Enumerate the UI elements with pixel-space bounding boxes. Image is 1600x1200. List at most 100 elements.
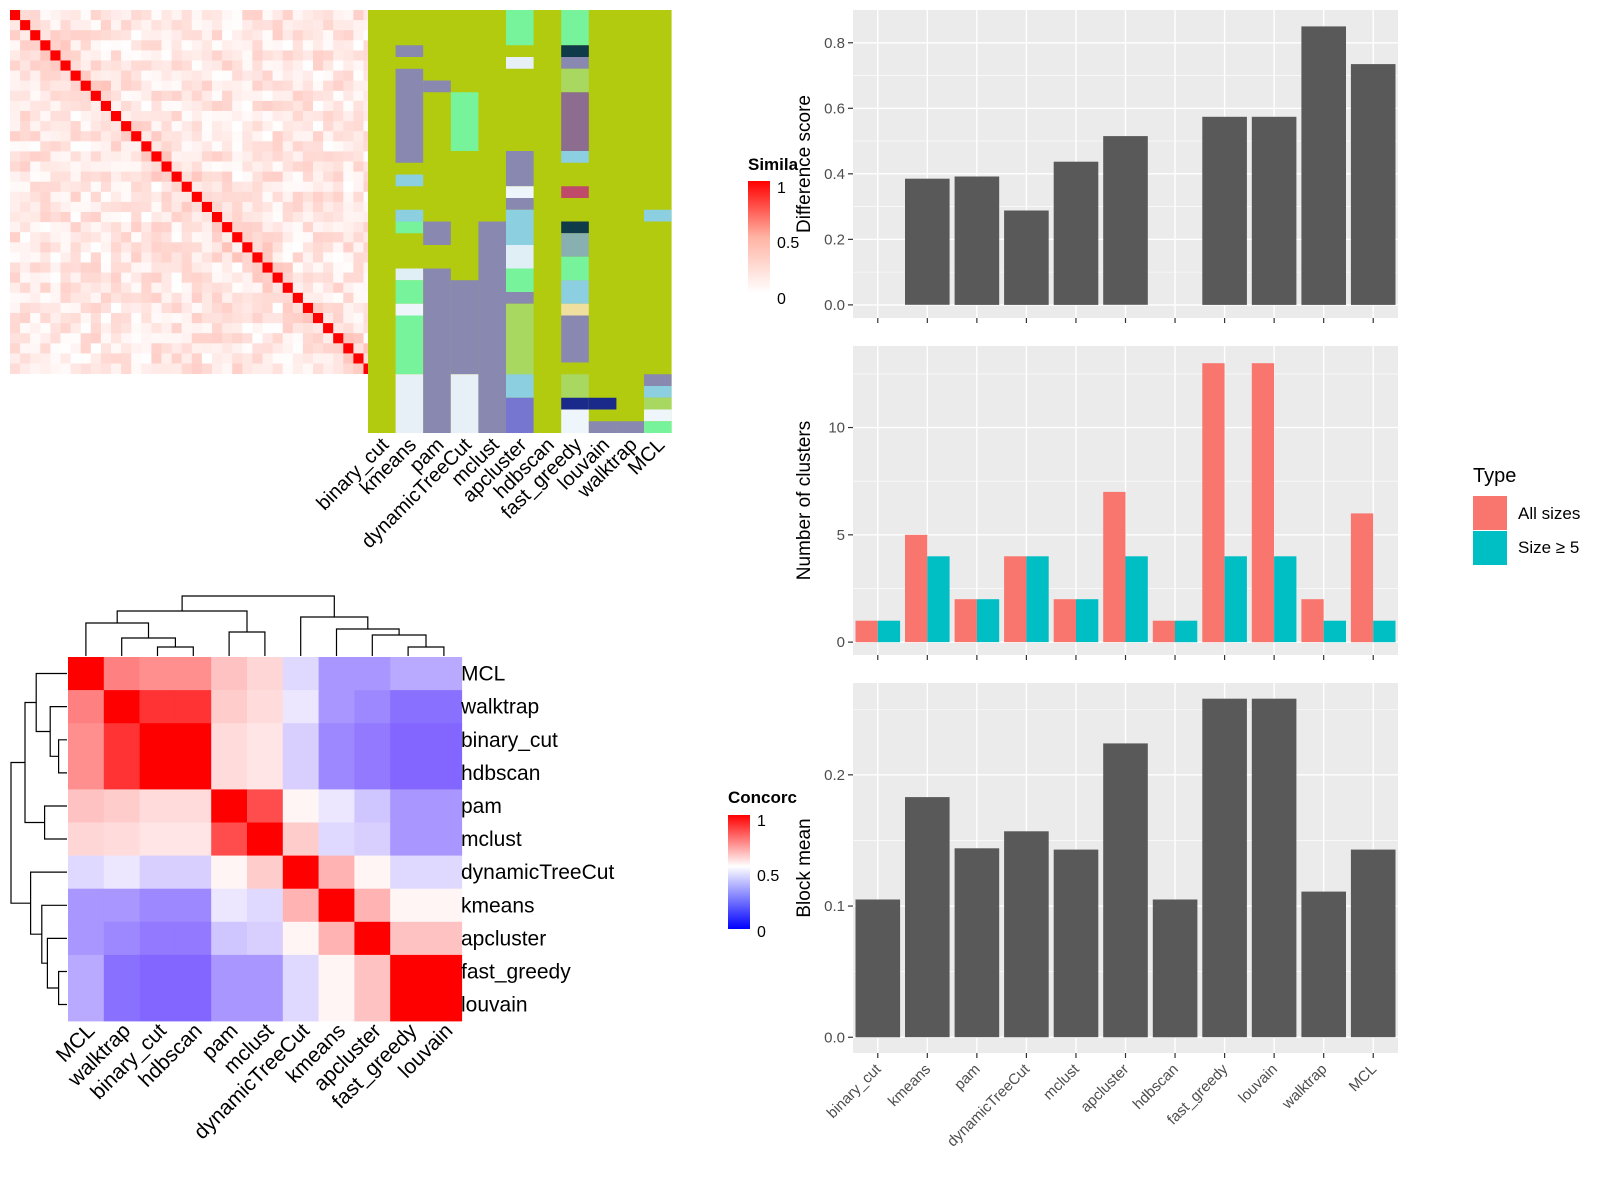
similarity-cell [191, 10, 203, 21]
similarity-cell [10, 282, 21, 294]
x-tick-label-walktrap: walktrap [1278, 1061, 1330, 1113]
similarity-cell [333, 20, 344, 31]
similarity-cell [171, 272, 183, 284]
similarity-cell [161, 302, 172, 314]
similarity-cell [333, 292, 344, 304]
similarity-cell [100, 343, 112, 354]
similarity-cell [242, 343, 253, 354]
similarity-cell [262, 181, 273, 193]
similarity-cell [232, 363, 243, 374]
similarity-cell [171, 242, 183, 253]
similarity-cell [131, 111, 142, 122]
similarity-cell [161, 60, 172, 71]
similarity-cell [191, 242, 203, 253]
similarity-cell [302, 111, 314, 122]
similarity-cell [282, 313, 294, 324]
similarity-cell [151, 181, 162, 193]
y-tick-label: 0.0 [824, 1029, 845, 1046]
similarity-cell [161, 181, 172, 193]
similarity-cell [333, 302, 344, 314]
similarity-cell [262, 363, 273, 374]
similarity-cell [121, 181, 132, 193]
concordance-cell [103, 988, 140, 1022]
similarity-cell [353, 121, 364, 132]
similarity-cell [292, 302, 304, 314]
similarity-cell [191, 171, 203, 183]
similarity-cell [272, 10, 284, 21]
similarity-cell [40, 50, 51, 61]
concordance-cell [426, 954, 463, 989]
similarity-cell [111, 60, 122, 71]
similarity-cell [161, 292, 172, 304]
similarity-cell [40, 111, 51, 122]
similarity-cell [181, 212, 193, 223]
similarity-cell [222, 363, 233, 374]
similarity-cell [100, 191, 112, 203]
concordance-cell [175, 888, 212, 923]
similarity-cell [121, 222, 132, 233]
similarity-cell [343, 232, 354, 243]
concordance-cell [247, 789, 284, 823]
similarity-cell [232, 90, 243, 102]
similarity-cell [40, 313, 51, 324]
similarity-cell [201, 333, 213, 344]
class-block [506, 209, 534, 245]
similarity-cell [302, 181, 314, 193]
similarity-cell [282, 40, 294, 51]
similarity-cell [100, 60, 112, 71]
similarity-cell [20, 171, 31, 183]
concordance-cell [103, 822, 140, 856]
similarity-cell [252, 161, 263, 172]
similarity-cell [252, 302, 263, 314]
similarity-cell [292, 272, 304, 284]
similarity-cell [50, 40, 61, 51]
concordance-row-label-walktrap: walktrap [460, 696, 539, 719]
similarity-cell [313, 181, 324, 193]
similarity-cell [181, 60, 193, 71]
similarity-cell [10, 343, 21, 354]
similarity-cell [343, 191, 354, 203]
similarity-cell [131, 161, 142, 172]
similarity-cell [343, 90, 354, 102]
similarity-cell [272, 80, 284, 92]
similarity-cell [343, 242, 354, 253]
similarity-cell [353, 40, 364, 51]
similarity-cell [252, 121, 263, 132]
similarity-cell [90, 252, 102, 263]
similarity-cell [272, 111, 284, 122]
similarity-cell [353, 171, 364, 183]
concordance-cell [318, 988, 355, 1022]
similarity-cell [50, 222, 61, 233]
concordance-cell [103, 756, 140, 790]
similarity-cell [232, 111, 243, 122]
similarity-cell [353, 80, 364, 92]
class-block [395, 268, 424, 281]
similarity-cell [100, 353, 112, 364]
concordance-cell [68, 988, 105, 1022]
similarity-cell [313, 60, 324, 71]
similarity-cell [323, 212, 334, 223]
similarity-cell [282, 151, 294, 162]
concordance-cell [282, 888, 319, 923]
similarity-cell [90, 323, 102, 334]
dendrogram-branch [41, 904, 67, 964]
similarity-cell [40, 252, 51, 263]
similarity-cell [313, 141, 324, 152]
similarity-cell [10, 151, 21, 162]
similarity-cell [80, 292, 92, 304]
similarity-cell [141, 313, 152, 324]
similarity-cell [20, 343, 31, 354]
similarity-cell [272, 70, 284, 82]
bar-size5-MCL [1373, 620, 1396, 643]
similarity-cell [50, 323, 61, 334]
similarity-cell [302, 131, 314, 142]
similarity-cell [171, 131, 183, 142]
similarity-cell [262, 100, 273, 112]
similarity-cell [90, 20, 102, 31]
similarity-cell [242, 222, 253, 233]
similarity-cell [313, 232, 324, 243]
class-block [561, 221, 589, 234]
similarity-cell [80, 343, 92, 354]
concordance-dendrogram-left [10, 672, 67, 1006]
similarity-cell [30, 111, 41, 122]
